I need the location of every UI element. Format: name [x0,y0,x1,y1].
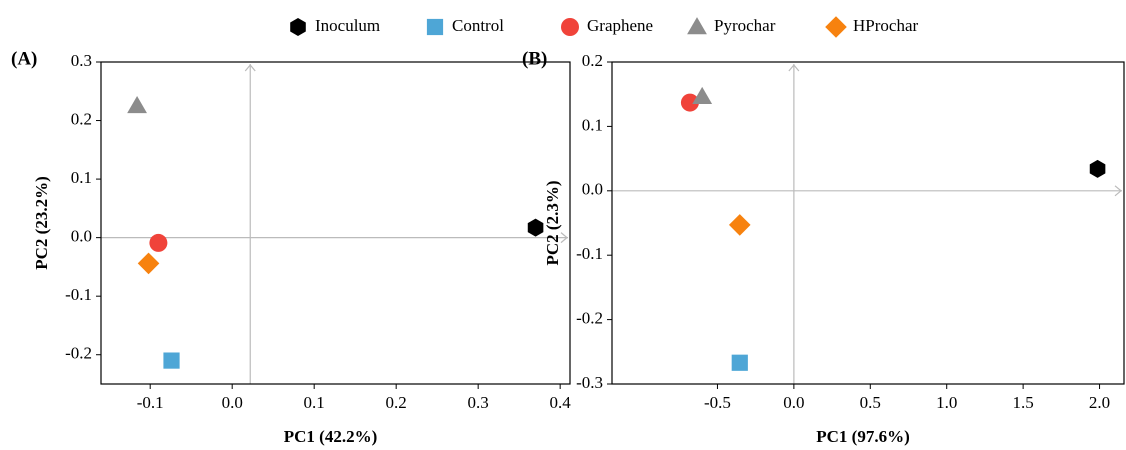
x-tick-label: 0.5 [860,393,881,412]
x-tick-label: 0.3 [468,393,489,412]
y-tick-label: -0.1 [65,285,92,304]
y-tick-label: 0.0 [71,227,92,246]
y-tick-label: 0.2 [582,51,603,70]
point [527,218,544,237]
reference-arrow [1114,185,1122,197]
x-tick-label: 2.0 [1089,393,1110,412]
legend-label: Inoculum [315,16,380,35]
point [137,252,160,275]
y-tick-label: -0.1 [576,244,603,263]
x-tick-label: 0.0 [222,393,243,412]
point [728,214,751,236]
legend-marker [687,17,707,35]
y-tick-label: 0.1 [582,115,603,134]
point [692,86,713,104]
y-tick-label: 0.2 [71,109,92,128]
reference-arrow [788,64,800,72]
legend-label: Control [452,16,504,35]
x-tick-label: 1.0 [936,393,957,412]
legend-marker [561,18,579,36]
y-tick-label: 0.0 [582,180,603,199]
plot-frame [611,61,1125,385]
x-axis-label: PC1 (42.2%) [284,427,377,446]
point [680,93,699,112]
legend-label: Pyrochar [714,16,776,35]
legend-marker [825,16,847,38]
reference-arrow [560,232,568,244]
point [163,352,180,369]
legend-label: HProchar [853,16,918,35]
y-axis-label: PC2 (2.3%) [543,181,562,266]
y-tick-label: 0.1 [71,168,92,187]
panel-label: (B) [522,48,547,69]
panel-label: (A) [11,48,37,69]
x-axis-label: PC1 (97.6%) [816,427,909,446]
point [1089,159,1106,178]
legend-label: Graphene [587,16,653,35]
point [149,233,168,252]
x-tick-label: 0.1 [304,393,325,412]
legend-marker [426,18,444,36]
y-tick-label: -0.3 [576,373,603,392]
x-tick-label: 0.4 [550,393,572,412]
y-tick-label: -0.2 [65,344,92,363]
x-tick-label: 1.5 [1013,393,1034,412]
x-tick-label: -0.1 [137,393,164,412]
y-axis-label: PC2 (23.2%) [32,176,51,269]
x-tick-label: 0.2 [386,393,407,412]
reference-arrow [244,64,256,72]
x-tick-label: 0.0 [783,393,804,412]
x-tick-label: -0.5 [704,393,731,412]
point [731,354,748,371]
y-tick-label: -0.2 [576,309,603,328]
y-tick-label: 0.3 [71,51,92,70]
plot-frame [100,61,571,385]
legend-marker [290,18,306,36]
point [127,96,147,114]
